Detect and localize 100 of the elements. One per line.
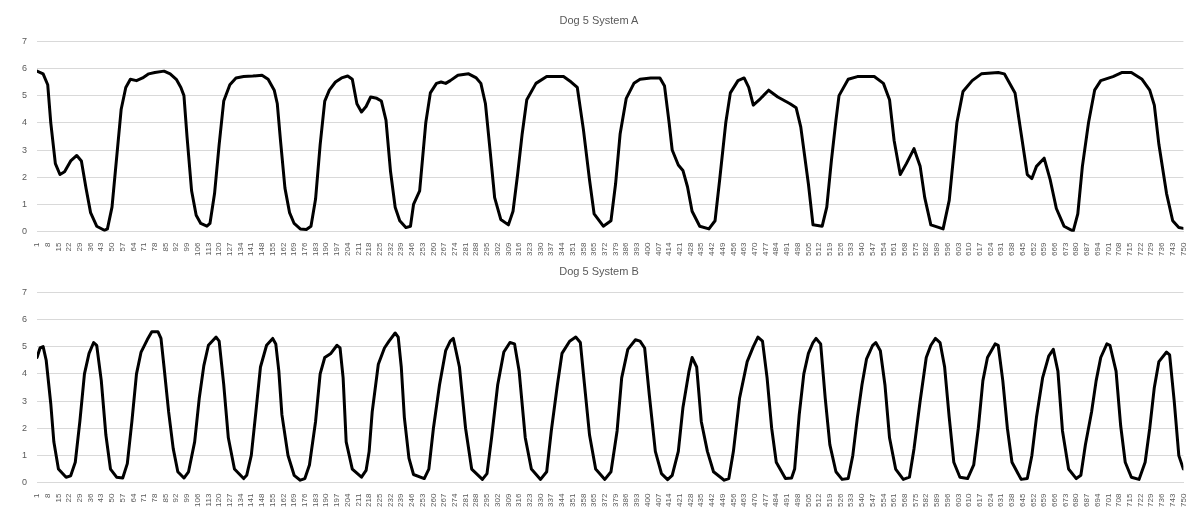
x-tick-label: 365: [589, 242, 599, 257]
x-tick-label: 169: [289, 242, 299, 257]
y-tick-label: 5: [21, 90, 28, 101]
x-tick-label: 295: [482, 493, 492, 508]
x-tick-label: 15: [53, 493, 63, 503]
x-tick-label: 134: [235, 493, 245, 508]
x-tick-label: 99: [182, 493, 192, 503]
x-tick-label: 176: [300, 242, 310, 257]
x-tick-label: 351: [567, 493, 577, 508]
x-tick-label: 743: [1167, 493, 1177, 508]
x-tick-label: 253: [417, 493, 427, 508]
x-tick-label: 260: [428, 242, 438, 257]
x-tick-label: 372: [600, 242, 610, 257]
x-tick-label: 323: [525, 242, 535, 257]
x-tick-label: 477: [760, 242, 770, 257]
x-tick-label: 351: [567, 242, 577, 257]
x-tick-label: 316: [514, 493, 524, 508]
x-tick-label: 421: [675, 493, 685, 508]
x-tick-label: 358: [578, 493, 588, 508]
x-tick-label: 512: [814, 493, 824, 508]
x-tick-label: 8: [42, 242, 52, 248]
x-tick-label: 288: [471, 493, 481, 508]
x-tick-label: 246: [407, 242, 417, 257]
x-tick-label: 449: [717, 242, 727, 257]
x-tick-label: 505: [803, 493, 813, 508]
x-tick-label: 85: [160, 242, 170, 252]
x-tick-label: 568: [900, 242, 910, 257]
x-tick-label: 484: [771, 242, 781, 257]
x-tick-label: 281: [460, 242, 470, 257]
x-tick-label: 722: [1135, 493, 1145, 508]
x-tick-label: 596: [942, 242, 952, 257]
x-tick-label: 78: [150, 242, 160, 252]
y-tick-label: 5: [21, 341, 28, 352]
x-tick-label: 169: [289, 493, 299, 508]
x-tick-label: 344: [557, 493, 567, 508]
x-tick-label: 127: [225, 493, 235, 508]
x-tick-label: 428: [685, 493, 695, 508]
x-tick-label: 246: [407, 493, 417, 508]
x-tick-label: 393: [632, 242, 642, 257]
x-tick-label: 92: [171, 493, 181, 503]
x-tick-label: 218: [364, 493, 374, 508]
x-tick-label: 337: [546, 242, 556, 257]
x-tick-label: 498: [792, 493, 802, 508]
x-tick-label: 22: [64, 242, 74, 252]
x-tick-label: 36: [85, 493, 95, 503]
x-tick-label: 78: [150, 493, 160, 503]
x-tick-label: 666: [1050, 242, 1060, 257]
x-tick-label: 1: [32, 242, 42, 248]
x-tick-label: 218: [364, 242, 374, 257]
x-tick-label: 687: [1082, 242, 1092, 257]
x-tick-label: 456: [728, 242, 738, 257]
x-tick-label: 463: [739, 493, 749, 508]
x-tick-label: 456: [728, 493, 738, 508]
x-tick-label: 617: [975, 242, 985, 257]
x-tick-label: 589: [932, 493, 942, 508]
x-tick-label: 533: [846, 493, 856, 508]
x-tick-label: 750: [1178, 242, 1188, 257]
x-tick-label: 29: [75, 493, 85, 503]
x-tick-label: 743: [1167, 242, 1177, 257]
x-tick-label: 568: [900, 493, 910, 508]
x-tick-label: 260: [428, 493, 438, 508]
x-tick-label: 484: [771, 493, 781, 508]
x-tick-label: 470: [750, 242, 760, 257]
x-tick-label: 400: [642, 242, 652, 257]
x-tick-label: 197: [332, 242, 342, 257]
x-tick-label: 603: [953, 493, 963, 508]
x-tick-label: 29: [75, 242, 85, 252]
x-tick-label: 22: [64, 493, 74, 503]
x-tick-label: 316: [514, 242, 524, 257]
x-tick-label: 645: [1017, 242, 1027, 257]
x-tick-label: 386: [621, 493, 631, 508]
x-tick-label: 582: [921, 242, 931, 257]
x-tick-label: 659: [1039, 493, 1049, 508]
x-tick-label: 274: [450, 242, 460, 257]
x-tick-label: 295: [482, 242, 492, 257]
x-tick-label: 519: [825, 242, 835, 257]
x-tick-label: 50: [107, 242, 117, 252]
x-tick-label: 337: [546, 493, 556, 508]
x-tick-label: 715: [1125, 242, 1135, 257]
x-tick-label: 540: [857, 242, 867, 257]
x-tick-label: 183: [310, 242, 320, 257]
x-tick-label: 330: [535, 242, 545, 257]
x-tick-label: 155: [267, 493, 277, 508]
x-tick-label: 589: [932, 242, 942, 257]
x-tick-label: 43: [96, 242, 106, 252]
x-tick-label: 267: [439, 242, 449, 257]
x-tick-label: 694: [1092, 493, 1102, 508]
x-tick-label: 15: [53, 242, 63, 252]
x-tick-label: 519: [825, 493, 835, 508]
x-tick-label: 274: [450, 493, 460, 508]
x-tick-label: 414: [664, 493, 674, 508]
x-tick-label: 85: [160, 493, 170, 503]
x-tick-label: 134: [235, 242, 245, 257]
x-tick-label: 561: [889, 242, 899, 257]
y-tick-label: 4: [21, 368, 28, 379]
x-tick-label: 491: [782, 242, 792, 257]
y-tick-label: 1: [21, 449, 28, 460]
x-tick-label: 288: [471, 242, 481, 257]
x-tick-label: 36: [85, 242, 95, 252]
x-tick-label: 323: [525, 493, 535, 508]
